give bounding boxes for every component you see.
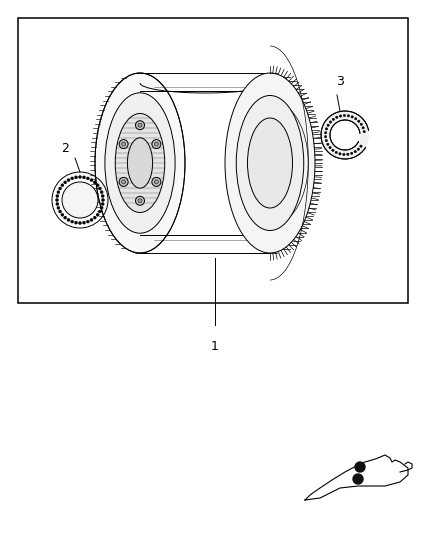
Circle shape	[119, 177, 128, 187]
Circle shape	[347, 115, 350, 117]
Ellipse shape	[247, 118, 293, 208]
Circle shape	[354, 117, 357, 120]
Text: 1: 1	[211, 340, 219, 353]
Circle shape	[135, 120, 145, 130]
Circle shape	[360, 145, 362, 148]
Circle shape	[100, 191, 103, 193]
Circle shape	[327, 143, 329, 146]
Circle shape	[59, 210, 62, 213]
Circle shape	[363, 131, 365, 133]
Bar	[18, 18, 408, 303]
Circle shape	[74, 221, 78, 224]
Ellipse shape	[95, 73, 185, 253]
Circle shape	[93, 181, 96, 184]
Circle shape	[61, 184, 64, 187]
Circle shape	[332, 149, 334, 151]
Circle shape	[354, 150, 357, 153]
Circle shape	[71, 177, 74, 180]
Circle shape	[102, 198, 105, 201]
Circle shape	[346, 153, 349, 156]
Circle shape	[71, 220, 74, 223]
Ellipse shape	[330, 120, 360, 150]
Circle shape	[56, 195, 59, 198]
Ellipse shape	[113, 109, 167, 217]
Circle shape	[360, 123, 363, 125]
Circle shape	[343, 154, 345, 156]
Circle shape	[101, 195, 104, 198]
Circle shape	[332, 118, 335, 120]
Circle shape	[78, 222, 81, 224]
Ellipse shape	[236, 95, 304, 230]
Ellipse shape	[105, 93, 175, 233]
Circle shape	[82, 221, 85, 224]
Circle shape	[78, 175, 81, 179]
Circle shape	[90, 179, 93, 182]
Circle shape	[67, 179, 70, 182]
Circle shape	[101, 203, 104, 206]
Circle shape	[57, 206, 60, 209]
Text: 3: 3	[336, 75, 344, 88]
Circle shape	[122, 180, 126, 184]
Circle shape	[362, 127, 364, 129]
Circle shape	[152, 177, 161, 187]
Circle shape	[93, 216, 96, 219]
Ellipse shape	[127, 138, 152, 188]
Circle shape	[122, 142, 126, 146]
Circle shape	[350, 152, 353, 155]
Circle shape	[67, 219, 70, 221]
Circle shape	[59, 187, 62, 190]
Circle shape	[329, 121, 332, 123]
Circle shape	[99, 187, 102, 190]
Circle shape	[353, 474, 363, 484]
Circle shape	[154, 142, 159, 146]
Circle shape	[357, 120, 360, 123]
Circle shape	[74, 176, 78, 179]
Circle shape	[56, 198, 59, 201]
Ellipse shape	[225, 73, 315, 253]
Circle shape	[325, 135, 327, 138]
Circle shape	[339, 115, 342, 117]
Circle shape	[135, 196, 145, 205]
Text: 2: 2	[61, 142, 69, 155]
Circle shape	[86, 177, 89, 180]
Circle shape	[99, 210, 102, 213]
Circle shape	[96, 184, 99, 187]
Circle shape	[325, 128, 328, 130]
Circle shape	[343, 114, 346, 117]
Circle shape	[154, 180, 159, 184]
Circle shape	[56, 203, 59, 206]
Circle shape	[351, 116, 353, 118]
Circle shape	[90, 219, 93, 221]
Circle shape	[64, 216, 67, 219]
Circle shape	[138, 123, 142, 127]
Circle shape	[57, 191, 60, 193]
Circle shape	[152, 140, 161, 149]
Circle shape	[325, 132, 327, 134]
Circle shape	[335, 151, 337, 154]
Circle shape	[357, 148, 360, 150]
Circle shape	[339, 152, 341, 155]
Ellipse shape	[115, 114, 165, 213]
Circle shape	[336, 116, 338, 118]
Ellipse shape	[321, 111, 369, 159]
Circle shape	[119, 140, 128, 149]
Circle shape	[100, 206, 103, 209]
Circle shape	[62, 182, 98, 218]
Circle shape	[82, 176, 85, 179]
Circle shape	[86, 220, 89, 223]
Circle shape	[355, 462, 365, 472]
Circle shape	[64, 181, 67, 184]
Circle shape	[329, 147, 331, 149]
Circle shape	[61, 213, 64, 216]
Circle shape	[327, 124, 329, 126]
Circle shape	[96, 213, 99, 216]
Circle shape	[325, 140, 328, 142]
Circle shape	[138, 199, 142, 203]
